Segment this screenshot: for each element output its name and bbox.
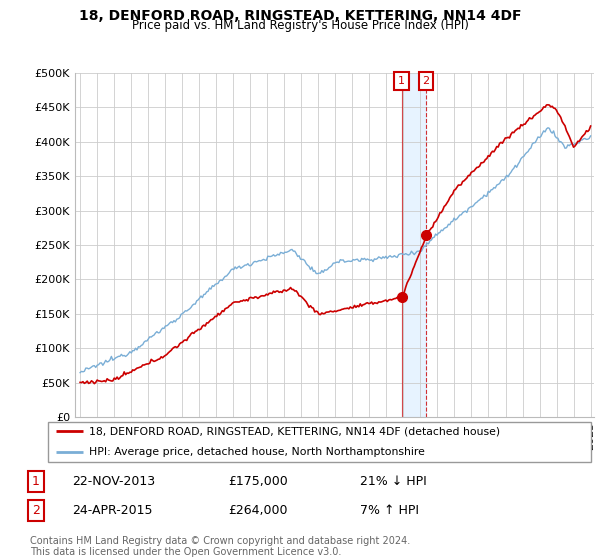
- Text: HPI: Average price, detached house, North Northamptonshire: HPI: Average price, detached house, Nort…: [89, 446, 425, 456]
- Text: 2: 2: [422, 76, 430, 86]
- Text: 18, DENFORD ROAD, RINGSTEAD, KETTERING, NN14 4DF (detached house): 18, DENFORD ROAD, RINGSTEAD, KETTERING, …: [89, 426, 500, 436]
- Text: 24-APR-2015: 24-APR-2015: [72, 504, 152, 517]
- Text: 7% ↑ HPI: 7% ↑ HPI: [360, 504, 419, 517]
- Bar: [402, 73, 426, 417]
- Text: 18, DENFORD ROAD, RINGSTEAD, KETTERING, NN14 4DF: 18, DENFORD ROAD, RINGSTEAD, KETTERING, …: [79, 9, 521, 23]
- Text: Price paid vs. HM Land Registry's House Price Index (HPI): Price paid vs. HM Land Registry's House …: [131, 19, 469, 32]
- Text: £175,000: £175,000: [228, 475, 288, 488]
- Text: Contains HM Land Registry data © Crown copyright and database right 2024.
This d: Contains HM Land Registry data © Crown c…: [30, 535, 410, 557]
- Text: £264,000: £264,000: [228, 504, 287, 517]
- Text: 1: 1: [32, 475, 40, 488]
- Text: 22-NOV-2013: 22-NOV-2013: [72, 475, 155, 488]
- Text: 1: 1: [398, 76, 405, 86]
- Text: 21% ↓ HPI: 21% ↓ HPI: [360, 475, 427, 488]
- FancyBboxPatch shape: [48, 422, 591, 462]
- Text: 2: 2: [32, 504, 40, 517]
